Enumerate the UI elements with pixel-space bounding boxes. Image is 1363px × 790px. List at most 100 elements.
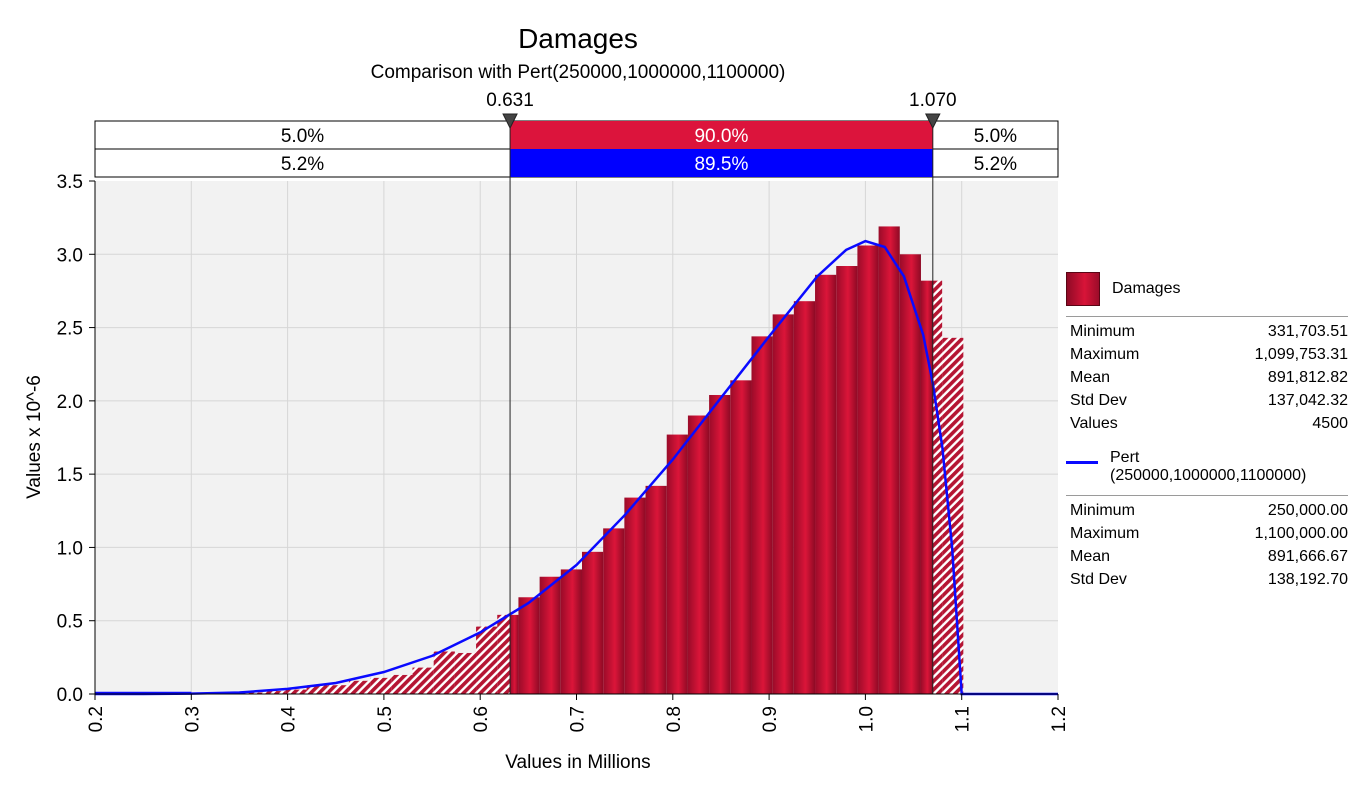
stat-label: Values	[1070, 415, 1118, 432]
histogram-bar	[857, 245, 879, 694]
x-tick-label: 0.3	[182, 706, 203, 732]
legend-series-damages[interactable]: Damages	[1066, 272, 1348, 306]
histogram-bar	[920, 280, 933, 694]
damages-swatch	[1066, 272, 1100, 306]
band-row-1-left-label: 5.0%	[281, 126, 324, 147]
x-tick-label: 0.6	[471, 706, 492, 732]
y-tick-label: 1.0	[57, 538, 83, 559]
stat-value: 891,812.82	[1267, 369, 1348, 386]
histogram-bar	[306, 685, 328, 694]
histogram-bar	[497, 614, 511, 694]
histogram-bar	[815, 274, 837, 694]
histogram-bar	[433, 651, 455, 694]
x-tick-label: 0.8	[664, 706, 685, 732]
band-row-1-right-label: 5.0%	[974, 126, 1017, 147]
histogram-bar	[793, 301, 816, 694]
stat-label: Mean	[1070, 548, 1111, 565]
x-tick-label: 0.9	[760, 706, 781, 732]
histogram-bar	[264, 691, 286, 694]
band-row-1-middle	[510, 121, 933, 149]
x-tick-label: 0.4	[279, 706, 300, 733]
histogram-bar	[709, 394, 731, 694]
histogram-bar	[603, 528, 625, 694]
histogram-bar	[370, 677, 392, 694]
legend-series-2-params: (250000,1000000,1100000)	[1110, 467, 1307, 484]
stat-label: Maximum	[1070, 525, 1140, 542]
histogram-bar	[878, 226, 900, 695]
histogram-bar	[560, 569, 582, 694]
histogram-bar	[836, 266, 858, 694]
stat-row: Values 4500	[1066, 412, 1348, 435]
histogram-bar	[243, 692, 265, 694]
delimiter-label: 0.631	[486, 90, 534, 111]
stat-row: Mean 891,812.82	[1066, 366, 1348, 389]
histogram-bar	[581, 551, 604, 694]
y-tick-label: 1.5	[57, 465, 83, 486]
divider	[1066, 316, 1348, 317]
stat-row: Maximum 1,099,753.31	[1066, 343, 1348, 366]
legend-series-2-label: Pert	[1110, 449, 1140, 466]
histogram-bar	[687, 415, 710, 694]
stat-label: Minimum	[1070, 502, 1135, 519]
band-row-1-middle-label: 90.0%	[694, 126, 748, 147]
histogram-bar	[285, 689, 307, 694]
y-tick-label: 0.5	[57, 612, 83, 633]
stats-pert: Minimum 250,000.00 Maximum 1,100,000.00 Me…	[1066, 499, 1348, 591]
histogram-bar	[942, 337, 964, 694]
chart-subtitle: Comparison with Pert(250000,1000000,1100…	[371, 62, 786, 83]
band-row-2-middle	[510, 149, 933, 177]
delimiter-handle-icon	[502, 113, 518, 130]
stat-label: Minimum	[1070, 323, 1135, 340]
histogram-bar	[772, 314, 794, 694]
x-tick-label: 1.0	[856, 706, 877, 732]
histogram-bar	[645, 485, 667, 694]
stat-value: 1,099,753.31	[1254, 346, 1348, 363]
histogram-bar	[391, 674, 413, 694]
delimiter-handle-icon	[925, 113, 941, 130]
y-tick-label: 3.5	[57, 172, 83, 193]
histogram-bar	[518, 597, 540, 694]
x-ticks: 0.2 0.3 0.4 0.5 0.6 0.7 0.8 0.9 1.0 1.1 1.2	[86, 694, 1070, 732]
band-row-2-right-label: 5.2%	[974, 154, 1017, 175]
stat-value: 137,042.32	[1267, 392, 1348, 409]
legend-series-2-text: Pert (250000,1000000,1100000)	[1110, 449, 1306, 485]
chart-title: Damages	[518, 23, 638, 54]
legend-series-pert[interactable]: Pert (250000,1000000,1100000)	[1066, 449, 1348, 485]
histogram-bar	[624, 497, 646, 694]
histogram-bar	[932, 280, 943, 694]
histogram-bar	[327, 685, 349, 694]
histogram-bars	[243, 226, 964, 695]
pert-curve	[95, 239, 1058, 696]
y-tick-label: 3.0	[57, 245, 83, 266]
band-row-2-left-label: 5.2%	[281, 154, 324, 175]
histogram-bar	[510, 614, 519, 694]
x-tick-label: 1.1	[953, 706, 974, 732]
stat-row: Minimum 331,703.51	[1066, 320, 1348, 343]
stat-label: Std Dev	[1070, 392, 1127, 409]
stat-label: Std Dev	[1070, 571, 1127, 588]
x-tick-label: 0.2	[86, 706, 107, 732]
x-tick-label: 0.5	[375, 706, 396, 732]
x-tick-label: 0.7	[568, 706, 589, 732]
stat-value: 331,703.51	[1267, 323, 1348, 340]
y-ticks: 0.0 0.5 1.0 1.5 2.0 2.5 3.0 3.5	[57, 172, 95, 706]
histogram-bar	[899, 254, 921, 695]
divider	[1066, 495, 1348, 496]
percentage-bands: 5.0% 90.0% 5.0% 5.2% 89.5% 5.2%	[94, 120, 1059, 178]
stat-row: Std Dev 137,042.32	[1066, 389, 1348, 412]
stat-value: 1,100,000.00	[1254, 525, 1348, 542]
stat-row: Std Dev 138,192.70	[1066, 568, 1348, 591]
y-axis-label: Values x 10^-6	[24, 375, 45, 499]
stat-label: Maximum	[1070, 346, 1140, 363]
stat-row: Minimum 250,000.00	[1066, 499, 1348, 522]
histogram-bar	[751, 336, 773, 694]
histogram-bar	[348, 680, 371, 694]
histogram-bar	[412, 667, 434, 694]
pert-line-swatch	[1066, 461, 1098, 464]
stat-value: 891,666.67	[1267, 548, 1348, 565]
stats-damages: Minimum 331,703.51 Maximum 1,099,753.31 Me…	[1066, 320, 1348, 435]
histogram-bar	[730, 380, 752, 694]
delimiter-markers[interactable]: 0.631 1.070	[486, 90, 957, 694]
stat-value: 138,192.70	[1267, 571, 1348, 588]
